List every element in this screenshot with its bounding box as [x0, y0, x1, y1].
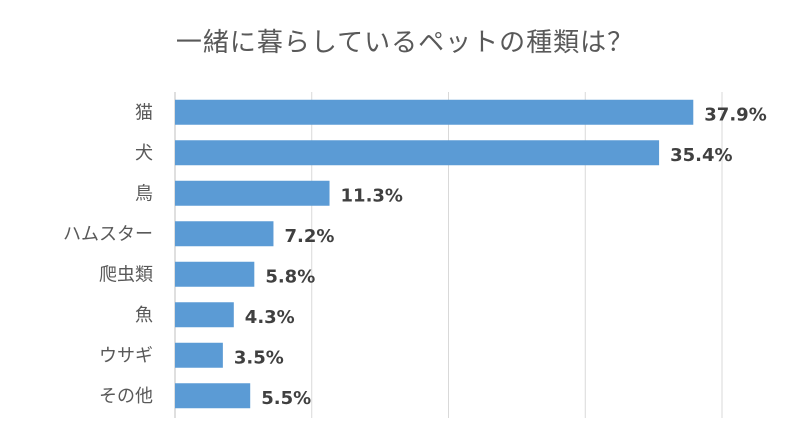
- value-label: 5.8%: [265, 266, 315, 287]
- category-label: 犬: [135, 143, 153, 164]
- value-label: 11.3%: [341, 185, 403, 206]
- value-label: 37.9%: [704, 104, 766, 125]
- category-label: 猫: [135, 102, 153, 123]
- value-label: 7.2%: [284, 226, 334, 247]
- category-label: 鳥: [135, 183, 153, 204]
- value-label: 3.5%: [234, 347, 284, 368]
- bar: [175, 180, 330, 206]
- value-label: 35.4%: [670, 145, 732, 166]
- chart-title: 一緒に暮らしているペットの種類は？: [175, 28, 635, 58]
- category-label: その他: [99, 386, 153, 407]
- bar: [175, 302, 234, 328]
- bar: [175, 261, 255, 287]
- bar: [175, 342, 223, 368]
- bar: [175, 221, 274, 247]
- bar: [175, 383, 251, 409]
- bar: [175, 99, 694, 125]
- category-label: 爬虫類: [99, 264, 153, 285]
- category-label: ウサギ: [99, 345, 153, 366]
- value-label: 5.5%: [261, 388, 311, 409]
- value-label: 4.3%: [245, 307, 295, 328]
- category-label: 魚: [135, 305, 153, 326]
- bar: [175, 140, 660, 166]
- category-label: ハムスター: [63, 224, 153, 245]
